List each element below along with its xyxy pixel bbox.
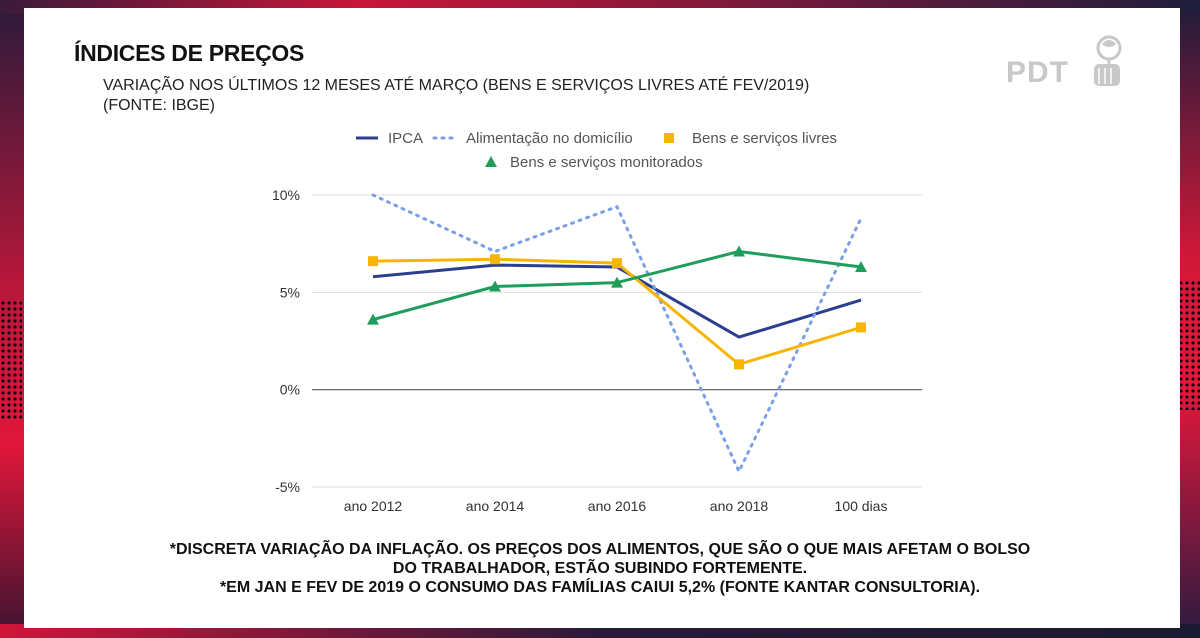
price-index-line-chart: IPCA Alimentação no domicílio Bens e servi…	[272, 130, 922, 514]
y-tick-label: -5%	[275, 479, 300, 495]
series-line-alimentacao	[371, 193, 863, 473]
data-point-livres	[612, 258, 622, 269]
data-point-livres	[490, 254, 500, 265]
series-line-livres	[372, 257, 862, 366]
data-point-livres	[856, 322, 866, 333]
legend-label-monitorados: Bens e serviços monitorados	[510, 154, 703, 171]
chart-legend: IPCA Alimentação no domicílio Bens e servi…	[356, 130, 837, 171]
slide-title: ÍNDICES DE PREÇOS	[74, 40, 305, 66]
data-point-monitorados	[367, 313, 379, 325]
footnote: *DISCRETA VARIAÇÃO DA INFLAÇÃO. OS PREÇO…	[60, 540, 1140, 597]
fist-rose-icon	[1094, 35, 1122, 86]
y-tick-label: 10%	[272, 187, 300, 203]
slide	[24, 8, 1180, 628]
legend-label-ipca: IPCA	[388, 130, 423, 147]
legend-swatch-livres	[664, 133, 674, 143]
chart-series	[367, 193, 867, 473]
footnote-line-3: *EM JAN E FEV DE 2019 O CONSUMO DAS FAMÍ…	[219, 579, 981, 596]
background-dot-pattern	[0, 300, 22, 420]
legend-swatch-monitorados	[485, 156, 497, 167]
data-point-livres	[734, 359, 744, 370]
data-point-monitorados	[733, 245, 745, 257]
y-tick-label: 5%	[280, 284, 300, 300]
x-tick-label: ano 2018	[710, 498, 769, 514]
chart-gridlines	[312, 194, 922, 488]
data-point-livres	[368, 256, 378, 267]
data-point-monitorados	[489, 280, 501, 292]
y-tick-label: 0%	[280, 382, 300, 398]
x-tick-label: ano 2016	[588, 498, 647, 514]
slide-subtitle: VARIAÇÃO NOS ÚLTIMOS 12 MESES ATÉ MARÇO …	[103, 76, 923, 116]
x-tick-label: 100 dias	[835, 498, 888, 514]
footnote-line-1: *DISCRETA VARIAÇÃO DA INFLAÇÃO. OS PREÇO…	[169, 541, 1031, 558]
legend-label-alimentacao: Alimentação no domicílio	[466, 130, 633, 147]
data-point-monitorados	[611, 276, 623, 288]
x-axis-ticks: ano 2012 ano 2014 ano 2016 ano 2018 100 dias	[344, 498, 888, 514]
x-tick-label: ano 2014	[466, 498, 525, 514]
logo-text: PDT	[1006, 56, 1069, 89]
x-tick-label: ano 2012	[344, 498, 403, 514]
legend-label-livres: Bens e serviços livres	[692, 130, 837, 147]
footnote-line-2: DO TRABALHADOR, ESTÃO SUBINDO FORTEMENTE…	[392, 560, 808, 577]
pdt-logo: PDT	[1006, 30, 1126, 94]
background-dot-pattern-right	[1178, 280, 1200, 410]
subtitle-line-2: (FONTE: IBGE)	[103, 97, 215, 114]
data-point-monitorados	[855, 261, 867, 273]
subtitle-line-1: VARIAÇÃO NOS ÚLTIMOS 12 MESES ATÉ MARÇO …	[103, 77, 810, 94]
y-axis-ticks: 10% 5% 0% -5%	[272, 187, 300, 495]
